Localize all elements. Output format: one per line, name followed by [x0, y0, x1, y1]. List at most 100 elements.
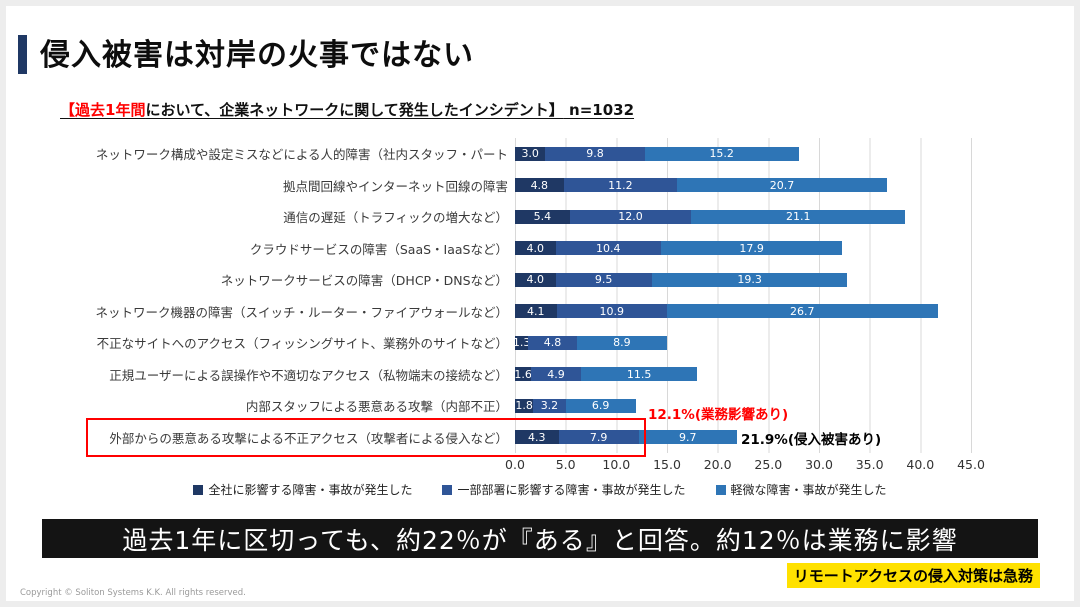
bar-value-label: 9.7: [679, 430, 697, 444]
bar-segment: 20.7: [677, 178, 887, 193]
chart-row: 拠点間回線やインターネット回線の障害 4.8 11.2 20.7: [40, 170, 972, 202]
stacked-bar: 1.3 4.8 8.9: [512, 335, 972, 350]
legend-item: 一部部署に影響する障害・事故が発生した: [442, 481, 686, 498]
title-accent-bar: [18, 35, 27, 74]
bar-segment: 3.0: [515, 146, 546, 161]
legend-item: 全社に影響する障害・事故が発生した: [193, 481, 412, 498]
bar-segment: 10.4: [555, 241, 661, 256]
subtitle-highlight: 過去1年間: [75, 101, 146, 119]
category-label: ネットワーク構成や設定ミスなどによる人的障害（社内スタッフ・パート: [95, 147, 508, 163]
annotation-business-impact: 12.1%(業務影響あり): [648, 407, 789, 423]
legend-swatch: [193, 484, 204, 495]
x-tick-label: 15.0: [653, 457, 681, 472]
subtitle-bracket: 【: [60, 101, 76, 119]
copyright-text: Copyright © Soliton Systems K.K. All rig…: [20, 588, 246, 598]
bar-segment: 9.8: [545, 146, 645, 161]
legend-swatch: [715, 484, 726, 495]
bar-value-label: 3.2: [540, 399, 559, 413]
x-tick-label: 0.0: [505, 457, 525, 472]
category-label: ネットワークサービスの障害（DHCP・DNSなど）: [220, 273, 508, 289]
bar-value-label: 10.4: [595, 241, 621, 255]
bar-segment: 9.5: [555, 272, 652, 287]
category-label: 不正なサイトへのアクセス（フィッシングサイト、業務外のサイトなど）: [96, 336, 508, 352]
bar-value-label: 3.0: [521, 147, 539, 161]
legend-item: 軽微な障害・事故が発生した: [715, 481, 887, 498]
x-tick-label: 20.0: [703, 457, 732, 472]
category-label: 拠点間回線やインターネット回線の障害: [282, 178, 508, 194]
bar-value-label: 6.9: [591, 399, 610, 413]
bar-value-label: 1.8: [515, 399, 533, 413]
category-label: クラウドサービスの障害（SaaS・IaaSなど）: [249, 241, 508, 257]
bar-value-label: 4.8: [530, 178, 549, 192]
bar-value-label: 9.5: [594, 273, 613, 287]
bar-value-label: 4.3: [528, 430, 546, 444]
category-label: 外部からの悪意ある攻撃による不正アクセス（攻撃者による侵入など）: [109, 430, 508, 446]
bar-segment: 26.7: [666, 304, 938, 319]
bar-value-label: 1.3: [512, 336, 531, 350]
bar-segment: 4.0: [515, 241, 556, 256]
chart-subtitle: 【過去1年間において、企業ネットワークに関して発生したインシデント】 n=103…: [60, 99, 634, 120]
x-tick-label: 5.0: [555, 457, 576, 472]
bar-segment: 4.8: [515, 178, 564, 193]
stacked-bar: 4.8 11.2 20.7: [515, 178, 972, 193]
bar-value-label: 4.0: [526, 273, 545, 287]
chart-row: 正規ユーザーによる誤操作や不適切なアクセス（私物端末の接続など） 1.6 4.9 11…: [40, 359, 972, 391]
category-label: 通信の遅延（トラフィックの増大など）: [283, 210, 508, 226]
chart-row: クラウドサービスの障害（SaaS・IaaSなど） 4.0 10.4 17.9: [40, 233, 972, 265]
bar-value-label: 4.9: [547, 367, 565, 381]
bar-value-label: 19.3: [737, 273, 762, 287]
stacked-bar: 4.0 10.4 17.9: [515, 241, 972, 256]
chart-row: ネットワーク機器の障害（スイッチ・ルーター・ファイアウォールなど） 4.1 10.9…: [40, 296, 972, 328]
legend-swatch: [442, 484, 453, 495]
stacked-bar: 5.4 12.0 21.1: [515, 209, 972, 224]
bar-value-label: 11.5: [626, 367, 652, 381]
bar-area: 3.0 9.8 15.2: [515, 146, 972, 161]
summary-banner: 過去1年に区切っても、約22％が『ある』と回答。約12％は業務に影響: [42, 519, 1038, 558]
bar-segment: 4.3: [515, 430, 559, 445]
chart-row: 不正なサイトへのアクセス（フィッシングサイト、業務外のサイトなど） 1.3 4.8 8…: [40, 327, 972, 359]
page-title: 侵入被害は対岸の火事ではない: [40, 38, 474, 73]
bar-value-label: 8.9: [613, 336, 631, 350]
stacked-bar: 4.0 9.5 19.3: [515, 272, 972, 287]
x-axis: 0.0 5.0 10.0 15.0 20.0 25.0 30.0 35.0 40.0 45.0: [505, 457, 985, 473]
bar-area: 4.8 11.2 20.7: [515, 178, 972, 193]
bar-area: 1.6 4.9 11.5: [514, 367, 972, 382]
bar-area: 1.8 3.2 6.9: [515, 398, 972, 413]
bar-segment: 1.8: [515, 398, 534, 413]
legend-label: 軽微な障害・事故が発生した: [730, 483, 887, 497]
bar-value-label: 26.7: [790, 304, 815, 318]
bar-area: 4.0 10.4 17.9: [515, 241, 972, 256]
bar-segment: 1.6: [514, 367, 532, 382]
bar-segment: 6.9: [565, 398, 636, 413]
bar-segment: 11.2: [563, 178, 678, 193]
bar-area: 4.0 9.5 19.3: [515, 272, 972, 287]
bar-segment: 12.0: [569, 209, 692, 224]
legend: 全社に影響する障害・事故が発生した 一部部署に影響する障害・事故が発生した 軽微な障…: [75, 481, 1005, 498]
chart-row: 内部スタッフによる悪意ある攻撃（内部不正） 1.8 3.2 6.9: [40, 390, 972, 422]
bar-value-label: 21.1: [785, 210, 811, 224]
bar-segment: 5.4: [515, 209, 570, 224]
legend-label: 一部部署に影響する障害・事故が発生した: [457, 483, 686, 497]
bar-value-label: 20.7: [769, 178, 795, 192]
bar-segment: 19.3: [651, 272, 848, 287]
stacked-bar: 3.0 9.8 15.2: [515, 146, 972, 161]
bar-value-label: 4.1: [527, 304, 545, 318]
bar-value-label: 9.8: [586, 147, 604, 161]
x-tick-label: 25.0: [754, 457, 783, 472]
chart-rows: ネットワーク構成や設定ミスなどによる人的障害（社内スタッフ・パート 3.0 9.8 1…: [40, 138, 972, 453]
chart-row: ネットワークサービスの障害（DHCP・DNSなど） 4.0 9.5 19.3: [40, 264, 972, 296]
bar-segment: 10.9: [556, 304, 667, 319]
bar-segment: 8.9: [576, 335, 667, 350]
x-tick-label: 45.0: [957, 457, 985, 472]
bar-segment: 15.2: [644, 146, 799, 161]
chart-row: ネットワーク構成や設定ミスなどによる人的障害（社内スタッフ・パート 3.0 9.8 1…: [40, 138, 972, 170]
bar-value-label: 1.6: [514, 367, 532, 381]
x-tick-label: 35.0: [855, 457, 884, 472]
bar-segment: 9.7: [638, 430, 737, 445]
legend-label: 全社に影響する障害・事故が発生した: [208, 483, 413, 497]
x-tick-label: 10.0: [602, 457, 631, 472]
x-tick-label: 40.0: [906, 457, 935, 472]
category-label: 正規ユーザーによる誤操作や不適切なアクセス（私物端末の接続など）: [109, 367, 508, 383]
bar-segment: 21.1: [691, 209, 906, 224]
